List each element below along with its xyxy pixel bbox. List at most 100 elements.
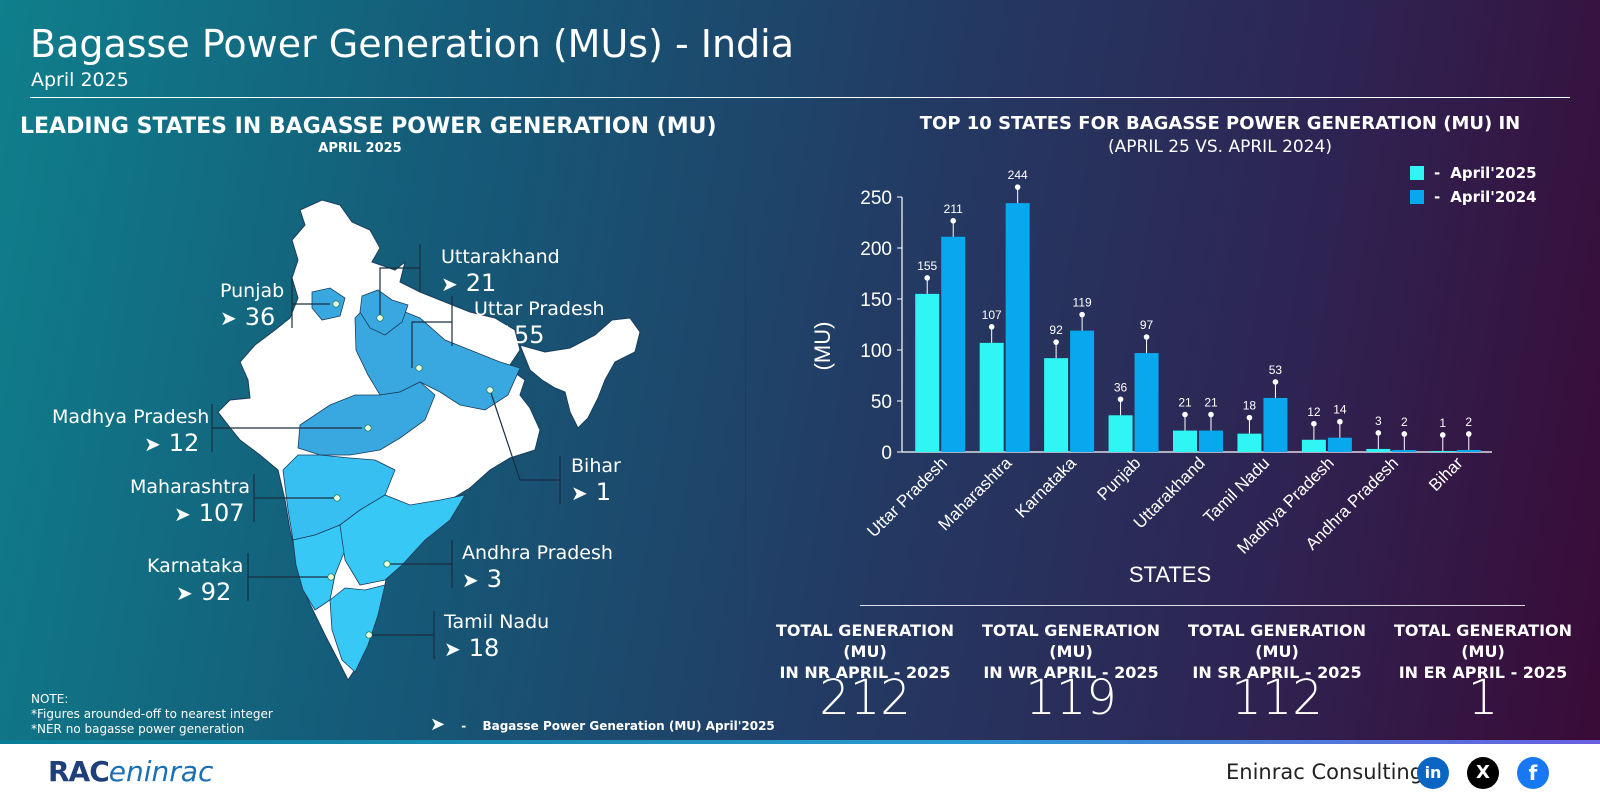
marker-tamil-nadu (365, 631, 373, 639)
callout-value-bihar: ➤ 1 (571, 478, 612, 506)
total-sr-value: 112 (1231, 670, 1323, 726)
data-label: 1 (1439, 416, 1446, 430)
callout-label-karnataka: Karnataka (147, 555, 244, 577)
arrow-icon: ➤ (441, 272, 458, 296)
summary-divider (860, 605, 1525, 606)
region-tamil-nadu (329, 584, 386, 673)
header-divider (30, 97, 1570, 98)
legend-swatch-2025 (1410, 166, 1424, 180)
region-uttarakhand (359, 289, 409, 336)
map-key-dash: - (461, 719, 467, 733)
bar-2025 (915, 293, 940, 452)
data-label-dot (1375, 430, 1382, 436)
callout-value-uttarakhand: ➤ 21 (441, 269, 497, 297)
marker-maharashtra (333, 494, 341, 502)
region-madhya-pradesh (297, 381, 436, 456)
marker-andhra-pradesh (383, 560, 391, 568)
y-tick-label: 100 (860, 341, 892, 362)
note-heading: NOTE: (31, 692, 69, 706)
legend-item-2025: - April'2025 (1410, 164, 1537, 182)
data-label: 92 (1049, 323, 1063, 337)
page-subtitle: April 2025 (31, 69, 129, 91)
data-label: 18 (1243, 399, 1257, 413)
data-label: 3 (1375, 414, 1382, 428)
bar-2024 (1327, 437, 1352, 452)
callout-label-madhya-pradesh: Madhya Pradesh (52, 406, 210, 428)
data-label: 12 (1307, 405, 1321, 419)
legend-item-2024: - April'2024 (1410, 188, 1537, 206)
arrow-icon: ➤ (174, 502, 191, 526)
total-er-heading: TOTAL GENERATION (MU) IN ER APRIL - 2025 (1393, 621, 1573, 682)
arrow-icon: ➤ (220, 306, 237, 330)
marker-uttar-pradesh (415, 364, 423, 372)
data-label-dot (1337, 418, 1343, 425)
callout-value-punjab: ➤ 36 (220, 303, 276, 331)
data-label-dot (1439, 432, 1446, 438)
company-name: Eninrac Consulting (1226, 760, 1424, 784)
footer-accent-bar (0, 740, 1600, 744)
arrow-icon: ➤ (474, 324, 491, 348)
leader-uttar-pradesh (411, 321, 452, 368)
logo-suffix: eninrac (108, 755, 214, 788)
data-label: 21 (1204, 396, 1218, 410)
bar-2024 (1392, 449, 1417, 452)
callout-value-uttar-pradesh: ➤ 155 (474, 321, 545, 349)
page-title: Bagasse Power Generation (MUs) - India (30, 22, 795, 66)
data-label-dot (1465, 431, 1472, 437)
map-panel-title: LEADING STATES IN BAGASSE POWER GENERATI… (20, 114, 717, 139)
company-logo: RACeninrac (48, 755, 213, 788)
x-icon[interactable]: X (1467, 757, 1499, 789)
y-axis-label: (MU) (810, 322, 835, 371)
footer (0, 744, 1600, 800)
panel-divider (745, 110, 746, 730)
callout-value-maharashtra: ➤ 107 (174, 499, 245, 527)
data-label-dot (1014, 184, 1021, 190)
total-er-value: 1 (1467, 670, 1499, 726)
total-nr-heading: TOTAL GENERATION (MU) IN NR APRIL - 2025 (775, 621, 955, 682)
bar-2025 (1044, 358, 1069, 452)
note-rounding: *Figures arounded-off to nearest integer (31, 707, 273, 721)
bar-2024 (1199, 430, 1223, 452)
bar-2025 (1366, 448, 1391, 452)
bar-2024 (1070, 330, 1095, 452)
y-tick-label: 250 (860, 188, 892, 209)
legend-swatch-2024 (1410, 190, 1424, 204)
leader-uttarakhand (379, 267, 420, 318)
data-label-dot (1272, 379, 1279, 385)
callout-label-bihar: Bihar (571, 455, 621, 477)
data-label-dot (1401, 431, 1408, 437)
map-key: ➤ - Bagasse Power Generation (MU) April'… (430, 714, 775, 735)
callout-label-andhra-pradesh: Andhra Pradesh (462, 542, 613, 564)
data-label-dot (1208, 411, 1214, 418)
data-label-dot (1079, 311, 1085, 318)
y-tick-label: 0 (881, 443, 892, 464)
linkedin-icon[interactable]: in (1417, 757, 1449, 789)
bar-2025 (1108, 415, 1133, 452)
arrow-icon: ➤ (430, 714, 446, 735)
data-label: 97 (1140, 318, 1154, 332)
callout-value-madhya-pradesh: ➤ 12 (144, 429, 200, 457)
notes: NOTE: *Figures arounded-off to nearest i… (31, 692, 273, 737)
data-label-dot (988, 324, 995, 330)
bar-2025 (1430, 450, 1455, 452)
data-label-dot (924, 275, 931, 281)
marker-punjab (332, 300, 340, 308)
callout-label-tamil-nadu: Tamil Nadu (444, 611, 550, 633)
northeast-outline (519, 317, 641, 429)
data-label: 244 (1008, 168, 1028, 182)
chart-subtitle: (APRIL 25 VS. APRIL 2024) (1108, 137, 1332, 157)
bar-2024 (1456, 449, 1481, 452)
facebook-icon[interactable]: f (1517, 757, 1549, 789)
bar-2025 (979, 342, 1004, 452)
bar-2024 (1263, 397, 1288, 452)
bar-2025 (1301, 439, 1326, 452)
data-label: 21 (1178, 396, 1192, 410)
data-label-dot (950, 217, 957, 224)
bar-2024 (1005, 203, 1030, 452)
x-axis-label: STATES (1129, 562, 1211, 587)
bar-2024 (1134, 353, 1159, 452)
callout-value-tamil-nadu: ➤ 18 (444, 634, 500, 662)
marker-karnataka (327, 573, 335, 581)
callout-label-punjab: Punjab (220, 280, 285, 302)
